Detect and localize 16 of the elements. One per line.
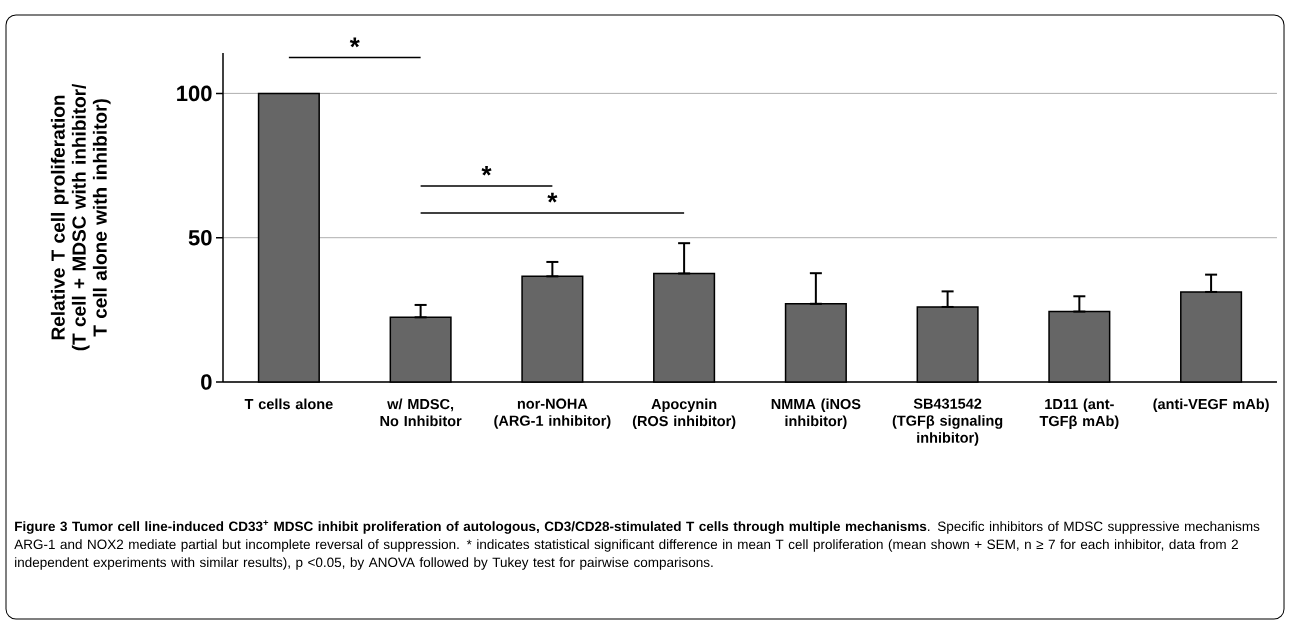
text: Figure 3 Tumor cell line-induced CD33$^{+}$ MDSC inhibit proliferation of autologous, CD3/CD28-stimulated T cells through multiple mechanisms. Specific inhibitors of MDSC suppressive mechanisms ARG-1 and NOX2 mediate partial but incomplete reversal of suppression. * indicates statistical significant difference in mean T cell proliferation (mean shown + SEM, n ≥ 7 for each inhibitor, data from 2 independent experiments with similar results), p <0.05, by ANOVA followed by Tukey test for pairwise comparisons. <box>14 520 1260 570</box>
x-tick-label: nor-NOHA (ARG-1 inhibitor) <box>494 398 611 429</box>
x-tick-label: Apocynin (ROS inhibitor) <box>632 398 736 430</box>
x-tick-label: (anti-VEGF mAb) <box>1153 398 1269 413</box>
y-tick-label: 50 <box>188 229 212 246</box>
x-tick-label: T cells alone <box>244 398 333 410</box>
y-tick-label: 100 <box>177 85 212 102</box>
x-tick-label: SB431542 (TGFβ signaling inhibitor) <box>892 398 1003 446</box>
x-tick-label: NMMA (iNOS inhibitor) <box>771 398 861 430</box>
annotation: * <box>547 192 558 203</box>
x-tick-label: 1D11 (ant-TGFβ mAb) <box>1039 398 1119 430</box>
text: * <box>349 37 360 48</box>
y-tick-label: 0 <box>201 374 212 390</box>
annotation: * <box>481 165 492 176</box>
x-tick-label: w/ MDSC, No Inhibitor <box>380 398 462 427</box>
y-axis-title: Relative T cell proliferation (T cell + MDSC with inhibitor/ T cell alone with inhibitor) <box>50 83 111 351</box>
